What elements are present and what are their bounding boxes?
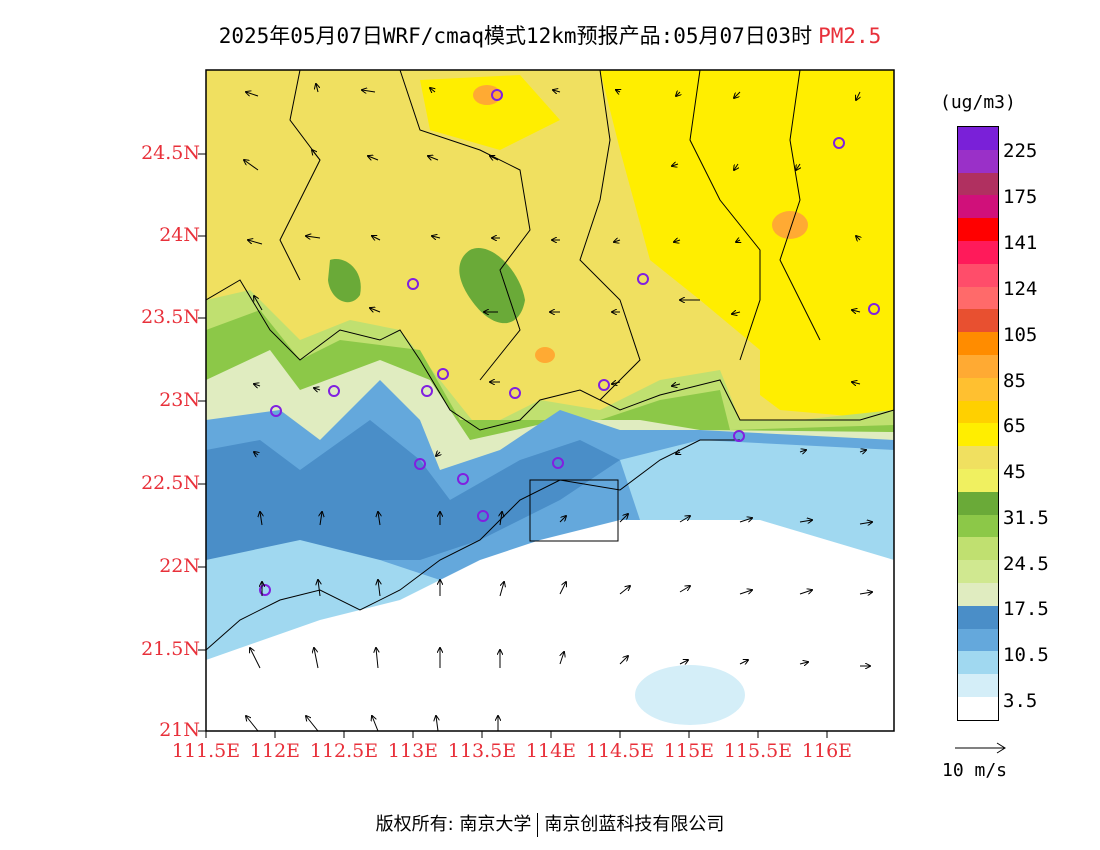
colorbar-tick: 175	[1003, 186, 1038, 208]
wind-reference-arrow	[955, 742, 1006, 754]
colorbar-swatch	[958, 582, 998, 606]
colorbar-tick: 141	[1003, 232, 1038, 254]
colorbar-swatch	[958, 354, 998, 378]
colorbar-tick: 31.5	[1003, 507, 1049, 529]
colorbar-tick: 45	[1003, 461, 1026, 483]
colorbar-swatch	[958, 309, 998, 333]
lat-label: 24N	[159, 224, 200, 246]
lon-label: 112.5E	[309, 740, 379, 762]
colorbar-tick: 17.5	[1003, 598, 1049, 620]
title-pollutant: PM2.5	[818, 24, 882, 48]
colorbar-swatch	[958, 628, 998, 652]
colorbar-unit: (ug/m3)	[940, 92, 1016, 113]
colorbar-swatch	[958, 240, 998, 264]
colorbar-swatch	[958, 423, 998, 447]
lat-label: 23.5N	[141, 306, 200, 328]
footer-right: 南京创蓝科技有限公司	[544, 814, 725, 835]
colorbar-swatch	[958, 651, 998, 675]
lon-label: 111.5E	[171, 740, 241, 762]
copyright-footer: 版权所有: 南京大学 南京创蓝科技有限公司	[0, 810, 1100, 837]
colorbar-swatch	[958, 400, 998, 424]
colorbar-swatch	[958, 468, 998, 492]
colorbar	[957, 126, 999, 721]
colorbar-swatch	[958, 127, 998, 150]
colorbar-swatch	[958, 149, 998, 173]
wind-vectors	[244, 84, 872, 731]
colorbar-swatch	[958, 332, 998, 355]
colorbar-tick: 24.5	[1003, 553, 1049, 575]
colorbar-swatch	[958, 537, 998, 561]
colorbar-swatch	[958, 605, 998, 629]
colorbar-swatch	[958, 286, 998, 310]
lat-label: 22.5N	[141, 472, 200, 494]
colorbar-swatch	[958, 172, 998, 196]
colorbar-swatch	[958, 560, 998, 583]
wind-reference-label: 10 m/s	[942, 760, 1008, 781]
colorbar-swatch	[958, 674, 998, 697]
lat-label: 24.5N	[141, 142, 200, 164]
axis-ticks	[198, 153, 828, 738]
lon-label: 114.5E	[585, 740, 655, 762]
footer-separator	[537, 813, 539, 837]
colorbar-tick: 124	[1003, 278, 1038, 300]
colorbar-swatch	[958, 446, 998, 469]
footer-left: 版权所有: 南京大学	[375, 814, 532, 835]
colorbar-tick: 105	[1003, 324, 1038, 346]
station-markers	[259, 89, 880, 596]
lon-label: 115E	[663, 740, 715, 762]
map-title: 2025年05月07日WRF/cmaq模式12km预报产品:05月07日03时 P…	[0, 20, 1100, 50]
colorbar-swatch	[958, 218, 998, 241]
boundary-lines	[206, 70, 894, 651]
colorbar-swatch	[958, 377, 998, 401]
colorbar-swatch	[958, 195, 998, 219]
colorbar-swatch	[958, 263, 998, 287]
colorbar-tick: 3.5	[1003, 690, 1038, 712]
colorbar-tick: 10.5	[1003, 644, 1049, 666]
colorbar-swatch	[958, 514, 998, 538]
title-main: 2025年05月07日WRF/cmaq模式12km预报产品:05月07日03时	[218, 24, 813, 48]
lat-label: 22N	[159, 555, 200, 577]
lon-label: 113.5E	[447, 740, 517, 762]
colorbar-swatch	[958, 491, 998, 515]
colorbar-swatch	[958, 696, 998, 720]
colorbar-tick: 65	[1003, 415, 1026, 437]
lat-label: 21N	[159, 719, 200, 741]
lon-label: 112E	[249, 740, 301, 762]
pm25-field	[206, 70, 894, 731]
lon-label: 114E	[525, 740, 577, 762]
lat-label: 21.5N	[141, 638, 200, 660]
lon-label: 115.5E	[723, 740, 793, 762]
lat-label: 23N	[159, 389, 200, 411]
lon-label: 116E	[801, 740, 853, 762]
colorbar-tick: 225	[1003, 140, 1038, 162]
lon-label: 113E	[387, 740, 439, 762]
colorbar-tick: 85	[1003, 370, 1026, 392]
